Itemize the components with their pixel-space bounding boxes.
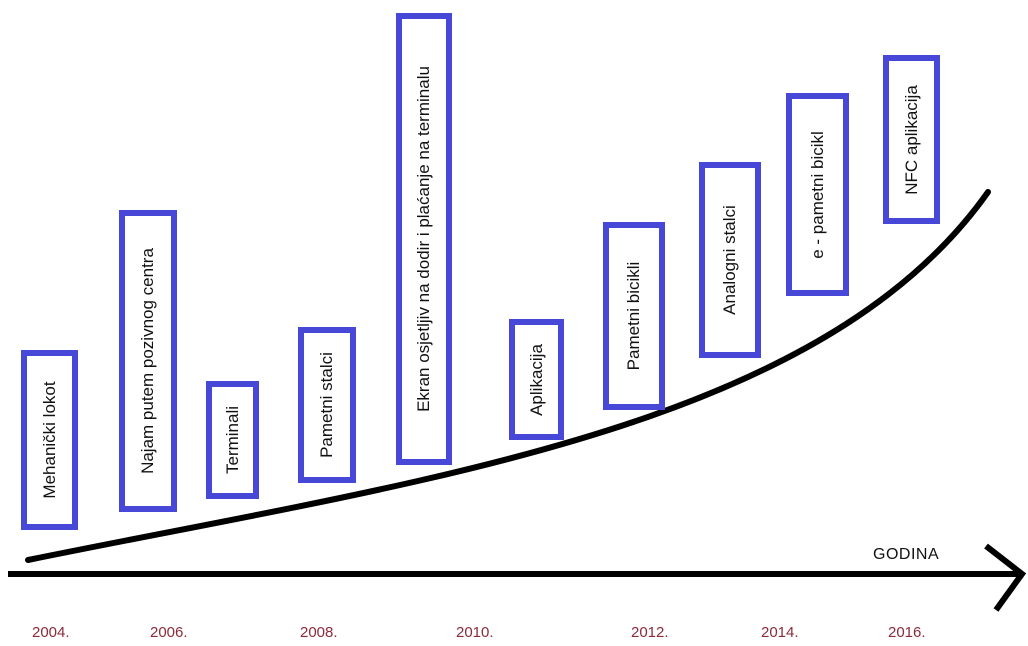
- milestone-label: Pametni stalci: [317, 352, 336, 458]
- milestone-label: Analogni stalci: [720, 205, 739, 315]
- milestone-terminali: Terminali: [206, 381, 259, 499]
- milestone-pametni-bicikli: Pametni bicikli: [603, 222, 665, 410]
- axis-arrowhead: [984, 543, 1027, 612]
- milestone-label: Ekran osjetljiv na dodir i plaćanje na t…: [414, 66, 433, 412]
- milestone-label: Mehanički lokot: [39, 381, 59, 499]
- milestone-analogni-stalci: Analogni stalci: [699, 162, 761, 358]
- milestone-e-pametni-bicikl: e - pametni bicikl: [786, 93, 849, 296]
- milestone-nfc-aplikacija: NFC aplikacija: [883, 55, 940, 224]
- milestone-najam-putem-pozivnog-centra: Najam putem pozivnog centra: [119, 210, 177, 512]
- growth-curve: [25, 189, 991, 563]
- milestone-label: e - pametni bicikl: [807, 130, 827, 259]
- milestone-label: Aplikacija: [526, 343, 546, 416]
- milestone-label: NFC aplikacija: [901, 84, 921, 195]
- year-label: 2004.: [32, 624, 70, 641]
- year-label: 2010.: [456, 624, 494, 641]
- axis-label: GODINA: [873, 546, 940, 563]
- year-label: 2006.: [150, 624, 188, 641]
- year-label: 2016.: [888, 624, 926, 641]
- milestone-ekran-osjetljiv: Ekran osjetljiv na dodir i plaćanje na t…: [396, 13, 452, 465]
- year-label: 2014.: [761, 624, 799, 641]
- milestone-label: Pametni bicikli: [624, 261, 643, 371]
- milestone-label: Terminali: [222, 405, 242, 475]
- milestone-label: Najam putem pozivnog centra: [138, 248, 157, 474]
- milestone-pametni-stalci: Pametni stalci: [298, 327, 356, 483]
- milestone-aplikacija: Aplikacija: [509, 319, 564, 440]
- year-label: 2008.: [300, 624, 338, 641]
- milestone-mehanicki-lokot: Mehanički lokot: [21, 350, 78, 530]
- year-label: 2012.: [631, 624, 669, 641]
